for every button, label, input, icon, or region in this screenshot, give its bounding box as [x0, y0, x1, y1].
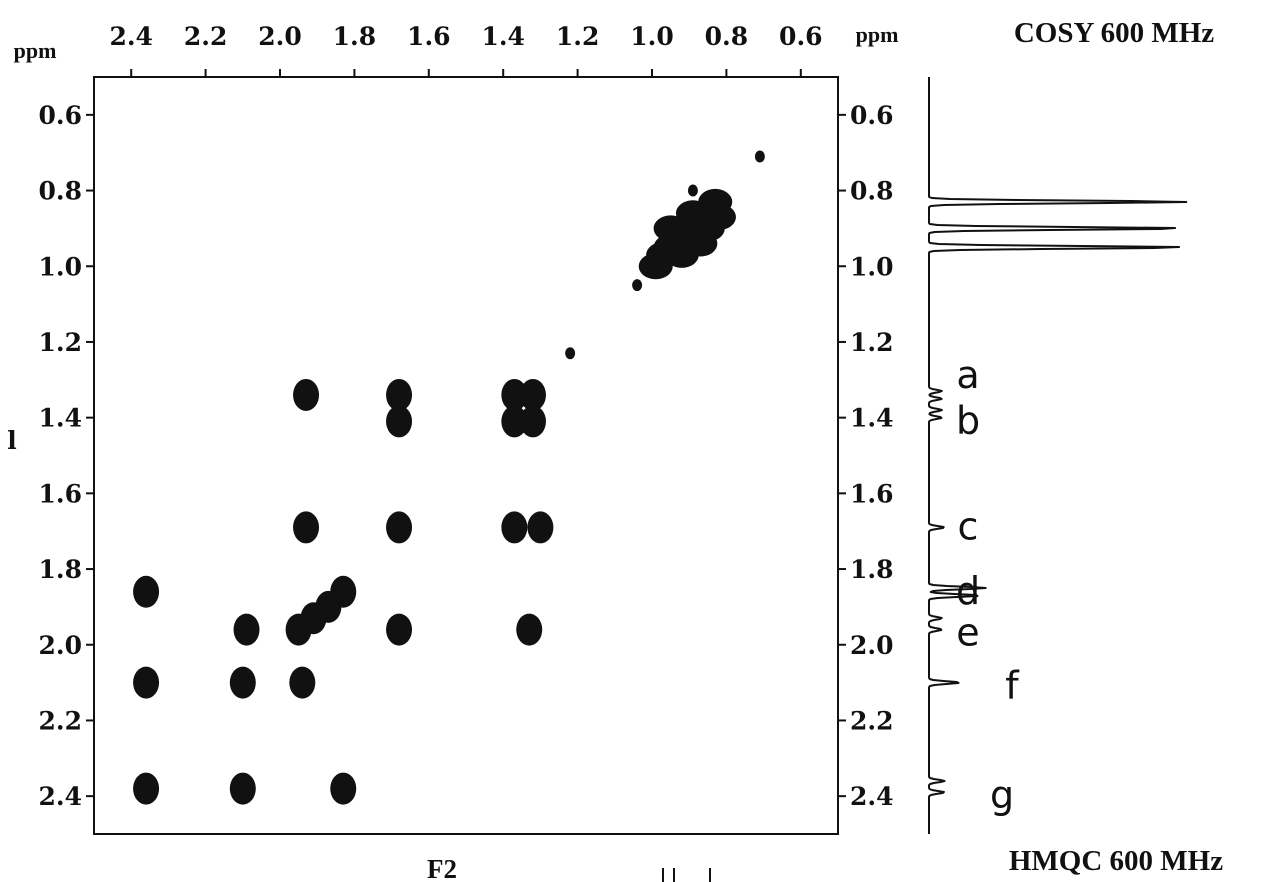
y-tick-label-right: 0.6 — [850, 101, 894, 130]
cross-peak — [501, 405, 528, 438]
y-unit-label: ppm — [856, 22, 899, 47]
cross-peak — [293, 378, 320, 411]
peak-annotation: b — [956, 398, 980, 442]
cross-peak — [285, 613, 312, 646]
y-tick-label-right: 2.4 — [850, 782, 894, 811]
cross-peak — [233, 613, 260, 646]
projection-spectrum — [928, 77, 1188, 834]
y-tick-label-right: 1.4 — [850, 404, 894, 433]
y-tick-label-left: 1.8 — [39, 555, 83, 584]
x-axis-title: F2 — [427, 854, 457, 882]
y-tick-label-right: 1.0 — [850, 252, 894, 281]
diagonal-dot — [754, 150, 765, 163]
y-tick-label-left: 2.0 — [39, 631, 83, 660]
diagonal-peak — [638, 253, 673, 280]
cross-peak — [519, 378, 546, 411]
y-tick-label-left: 0.8 — [39, 177, 83, 206]
cross-peak — [519, 405, 546, 438]
diagonal-peak — [675, 200, 710, 227]
cross-peak — [386, 405, 413, 438]
y-tick-label-right: 1.6 — [850, 479, 894, 508]
peak-annotation: f — [1005, 663, 1020, 707]
cross-peak — [516, 613, 543, 646]
y-tick-label-left: 1.2 — [39, 328, 83, 357]
y-tick-label-right: 2.0 — [850, 631, 894, 660]
chart-title: COSY 600 MHz — [1014, 17, 1214, 49]
x-tick-label: 0.8 — [705, 22, 749, 51]
x-ticks: 2.4 2.2 2.0 1.8 1.6 1.4 1.2 1.0 0.8 0.6 — [109, 22, 823, 77]
cross-peak — [133, 666, 160, 699]
x-tick-label: 2.0 — [258, 22, 302, 51]
cross-peak — [133, 575, 160, 608]
x-tick-label: 1.2 — [556, 22, 600, 51]
peak-annotation: a — [956, 353, 979, 397]
y-tick-label-left: 1.0 — [39, 252, 83, 281]
cross-peak — [293, 511, 320, 544]
y-tick-label-left: 0.6 — [39, 101, 83, 130]
diagonal-peak — [653, 215, 688, 242]
cross-peak — [133, 772, 160, 805]
stray-mark: l — [7, 426, 17, 455]
cross-peak — [289, 666, 316, 699]
x-tick-label: 1.6 — [407, 22, 451, 51]
x-tick-label: 2.4 — [109, 22, 153, 51]
y-tick-label-right: 2.2 — [850, 706, 894, 735]
x-tick-label: 1.0 — [630, 22, 674, 51]
peak-annotation: d — [956, 569, 980, 613]
cross-peak — [386, 378, 413, 411]
bottom-marks — [662, 868, 711, 882]
peak-annotation: e — [956, 610, 979, 654]
diagonal-dot — [565, 347, 576, 360]
y-tick-label-left: 1.4 — [39, 404, 83, 433]
cross-peak — [527, 511, 554, 544]
cross-peak — [501, 511, 528, 544]
diagonal-dot — [632, 279, 643, 292]
projection-trace — [928, 77, 1188, 834]
diagonal-cluster — [638, 188, 736, 280]
x-tick-label: 2.2 — [184, 22, 228, 51]
cross-peak — [501, 378, 528, 411]
y-tick-label-left: 1.6 — [39, 479, 83, 508]
y-tick-label-right: 1.2 — [850, 328, 894, 357]
y-tick-label-left: 2.4 — [39, 782, 83, 811]
diagonal-peak — [683, 230, 718, 257]
cross-peaks — [133, 378, 554, 805]
x-tick-label: 1.4 — [481, 22, 525, 51]
y-ticks: 0.6 0.6 0.8 0.8 1.0 1.0 1.2 1.2 1.4 1.4 1.6 1.6 1.8 1… — [39, 101, 894, 811]
y-tick-label-right: 0.8 — [850, 177, 894, 206]
diagonal-peak — [701, 204, 736, 231]
chart-subtitle: HMQC 600 MHz — [1009, 845, 1223, 877]
diagonal-dot — [687, 184, 698, 197]
cross-peak — [386, 613, 413, 646]
y-tick-label-right: 1.8 — [850, 555, 894, 584]
diagonal-dots — [565, 150, 765, 360]
cross-peak — [229, 666, 256, 699]
cross-peak — [229, 772, 256, 805]
cross-peak — [386, 511, 413, 544]
x-unit-label: ppm — [14, 38, 57, 63]
x-tick-label: 0.6 — [779, 22, 823, 51]
cross-peak — [330, 772, 357, 805]
y-tick-label-left: 2.2 — [39, 706, 83, 735]
peak-annotation: c — [958, 504, 979, 548]
plot-frame — [93, 76, 839, 835]
x-tick-label: 1.8 — [333, 22, 377, 51]
peak-annotation: g — [990, 773, 1014, 817]
